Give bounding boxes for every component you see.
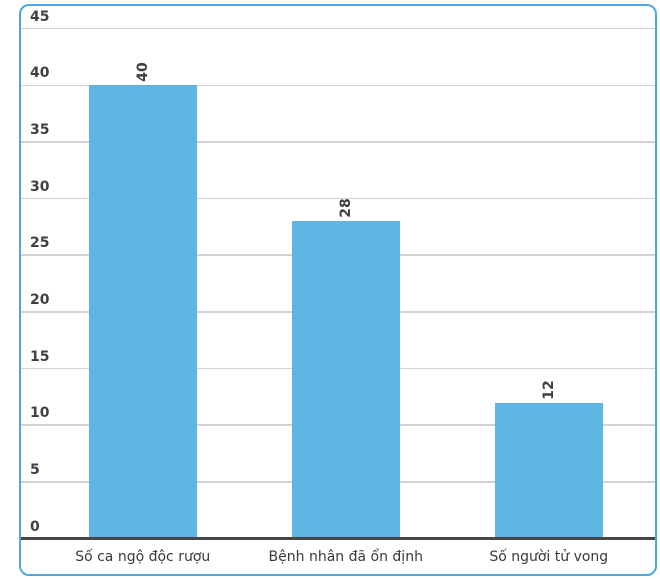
bar: [89, 85, 197, 539]
bar-chart-plot-area: 45 40 35 30 25 20 15 10 5 0 40 Số ca ngộ độc rượu 28…: [21, 6, 655, 574]
y-axis-tick-label: 0: [30, 518, 40, 535]
y-axis-tick-label: 30: [30, 178, 50, 195]
y-axis-tick-label: 25: [30, 235, 50, 252]
bar-value-label: 40: [134, 62, 151, 83]
bar-value-label: 12: [540, 379, 557, 400]
bar-value-label: 28: [337, 198, 354, 218]
y-axis-tick-label: 45: [30, 8, 50, 25]
bar: [292, 221, 400, 539]
gridline: [21, 27, 655, 30]
gridline: [21, 141, 655, 143]
y-axis-tick-label: 10: [30, 405, 50, 422]
bar: [495, 402, 603, 539]
x-axis-category-label: Số ca ngộ độc rượu: [75, 549, 211, 565]
gridline: [21, 197, 655, 200]
x-axis-category-label: Số người tử vong: [489, 549, 609, 565]
y-axis-tick-label: 15: [30, 348, 50, 365]
chart-card: 45 40 35 30 25 20 15 10 5 0 40 Số ca ngộ độc rượu 28…: [19, 4, 657, 576]
y-axis-tick-label: 40: [30, 65, 50, 82]
x-axis-category-label: Bệnh nhân đã ổn định: [268, 549, 423, 565]
y-axis-tick-label: 20: [30, 291, 50, 308]
y-axis-tick-label: 5: [30, 461, 40, 478]
x-axis-line: [21, 537, 655, 540]
y-axis-tick-label: 35: [30, 121, 50, 138]
gridline: [21, 84, 655, 87]
